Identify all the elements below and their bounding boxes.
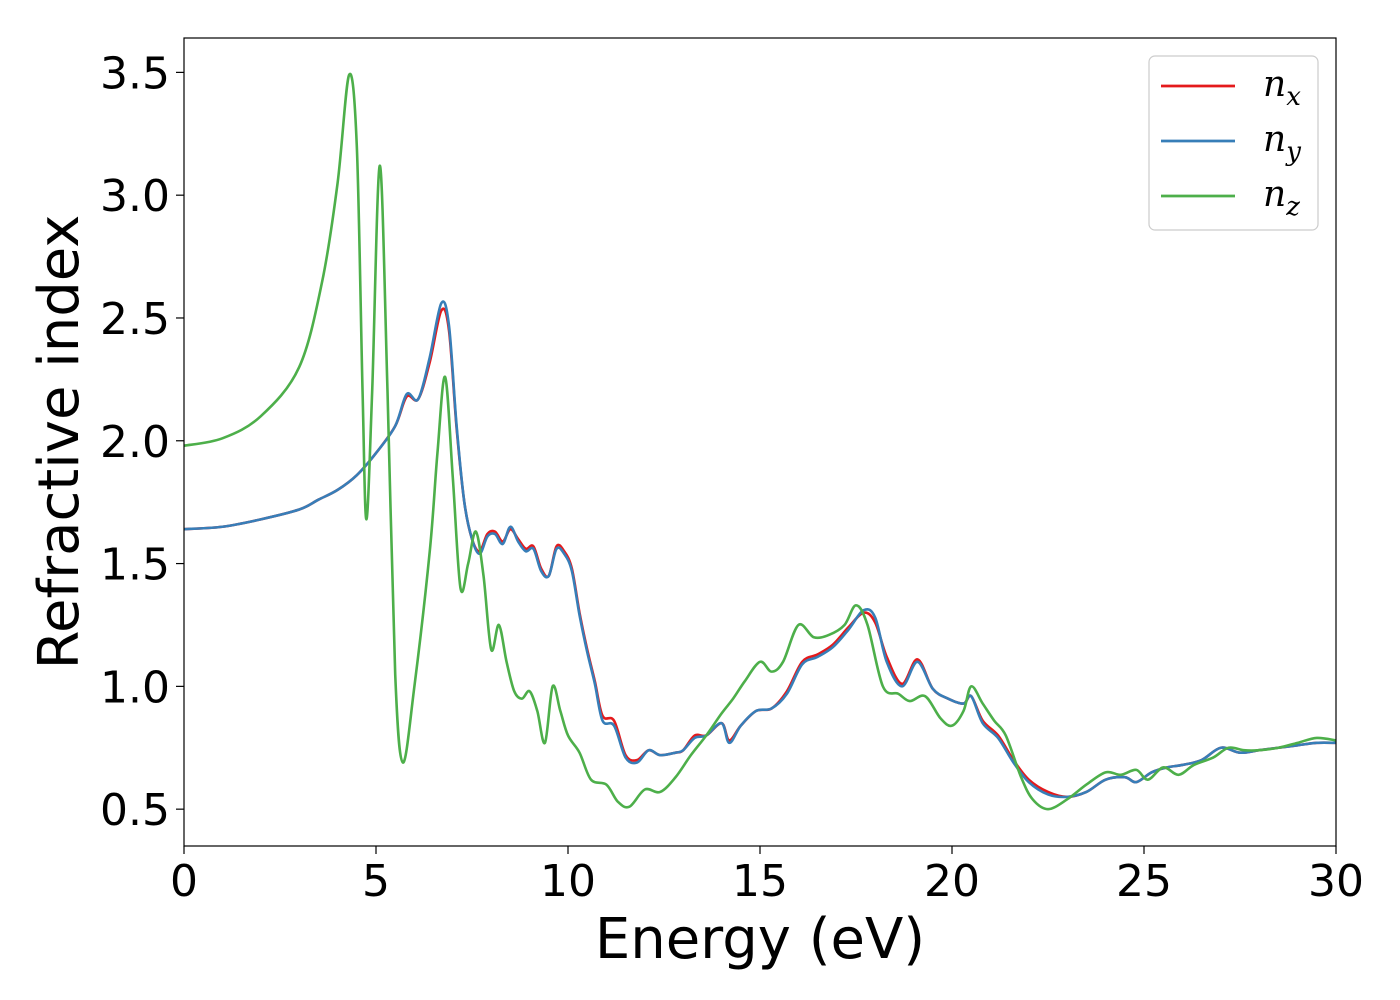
x-axis-title: Energy (eV)	[595, 907, 925, 972]
x-tick-label: 15	[732, 856, 788, 907]
x-tick-label: 25	[1116, 856, 1172, 907]
legend-box	[1148, 55, 1319, 231]
y-tick-label: 2.0	[100, 417, 170, 468]
y-tick-label: 3.0	[100, 171, 170, 222]
x-tick-label: 20	[924, 856, 980, 907]
x-tick-label: 5	[362, 856, 390, 907]
legend-label-n_z: nz	[1263, 174, 1300, 222]
x-tick-label: 30	[1308, 856, 1364, 907]
legend-label-subscript: z	[1285, 192, 1300, 222]
y-tick-label: 2.5	[100, 294, 170, 345]
y-axis: 0.5 1.0 1.5 2.0 2.5 3.0 3.5	[100, 48, 184, 836]
x-axis: 0 5 10 15 20 25 30	[170, 846, 1364, 907]
legend-label-subscript: y	[1285, 137, 1301, 167]
legend-label-main: n	[1263, 174, 1286, 215]
y-axis-title: Refractive index	[27, 215, 92, 670]
y-tick-label: 1.0	[100, 662, 170, 713]
legend-label-n_y: ny	[1263, 119, 1301, 167]
x-tick-label: 0	[170, 856, 198, 907]
legend-label-subscript: x	[1286, 82, 1301, 112]
series-line-n_z	[184, 72, 1336, 811]
legend-label-main: n	[1263, 119, 1286, 160]
series-layer	[184, 72, 1336, 811]
y-tick-label: 3.5	[100, 48, 170, 99]
y-tick-label: 0.5	[100, 785, 170, 836]
y-tick-label: 1.5	[100, 540, 170, 591]
legend-label-main: n	[1263, 64, 1286, 105]
x-tick-label: 10	[540, 856, 596, 907]
series-line-n_y	[184, 300, 1336, 799]
legend-label-n_x: nx	[1263, 64, 1301, 112]
